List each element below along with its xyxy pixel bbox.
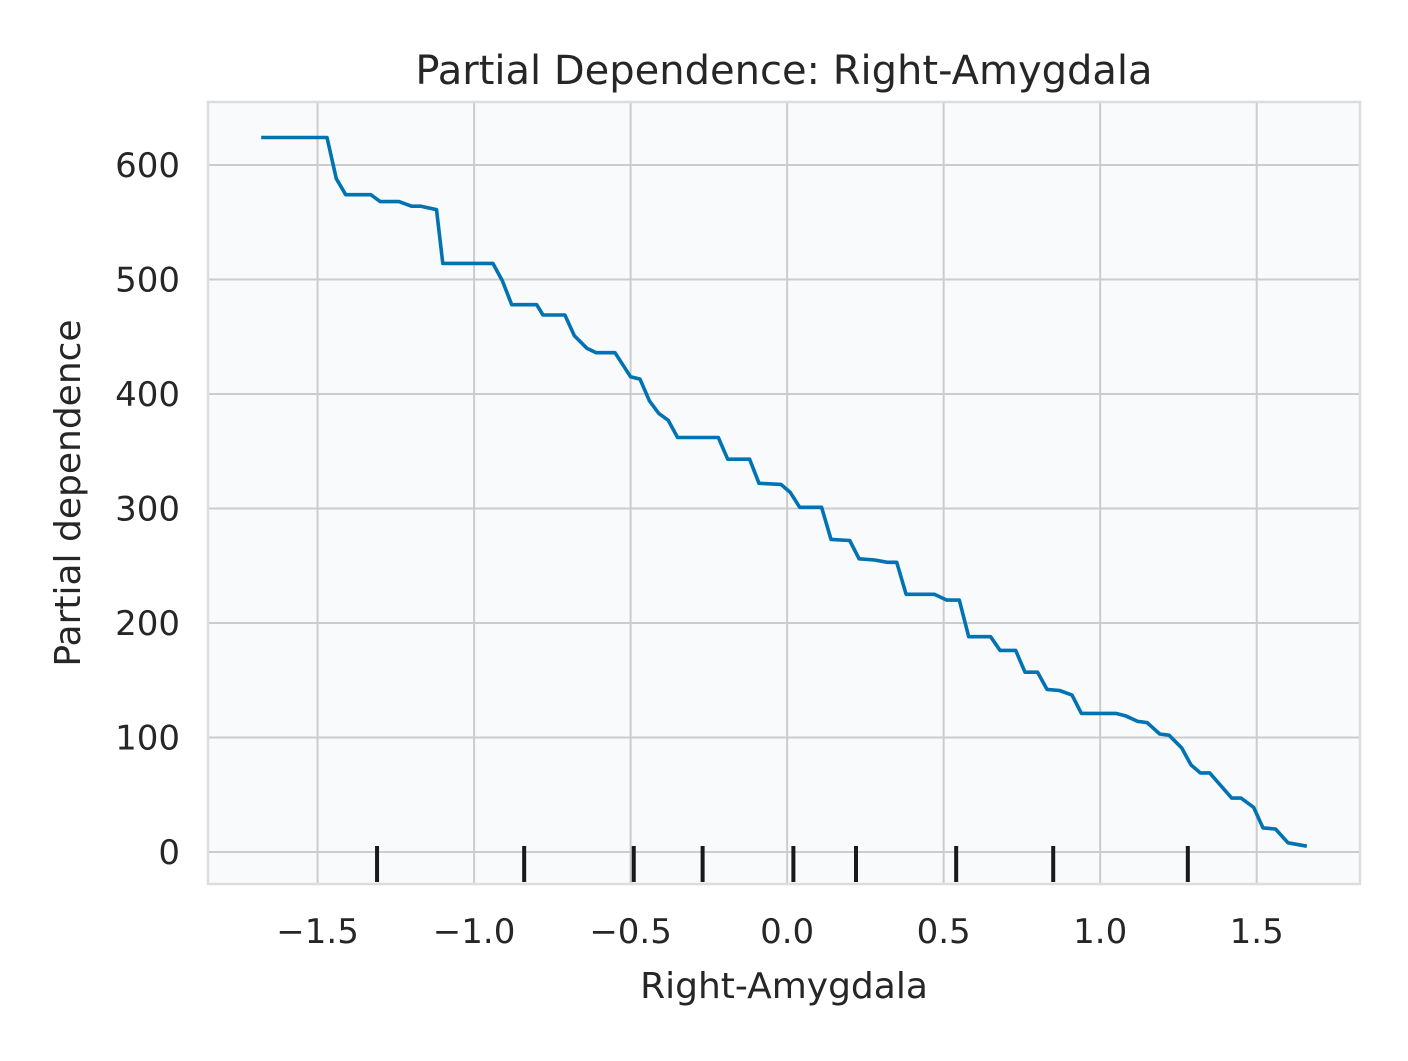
plot-area	[208, 102, 1360, 884]
y-tick-labels: 0 100 200 300 400 500 600	[115, 146, 180, 873]
grid	[208, 102, 1360, 884]
x-tick-label: 1.0	[1073, 912, 1127, 952]
x-tick-label: 0.0	[760, 912, 814, 952]
y-axis-label: Partial dependence	[48, 319, 89, 666]
series-line	[261, 135, 1308, 848]
x-axis-label: Right-Amygdala	[640, 966, 928, 1007]
x-tick-label: 0.5	[917, 912, 971, 952]
plot-frame	[206, 100, 1362, 886]
y-tick-label: 200	[115, 604, 180, 644]
x-tick-label: −1.0	[433, 912, 516, 952]
chart-title: Partial Dependence: Right-Amygdala	[415, 48, 1152, 94]
rug-marks	[375, 846, 1190, 882]
y-tick-label: 500	[115, 260, 180, 300]
x-tick-label: −0.5	[589, 912, 672, 952]
y-tick-label: 100	[115, 718, 180, 758]
y-tick-label: 600	[115, 146, 180, 186]
x-tick-label: 1.5	[1230, 912, 1284, 952]
y-tick-label: 0	[158, 833, 180, 873]
x-tick-label: −1.5	[276, 912, 359, 952]
y-tick-label: 400	[115, 375, 180, 415]
x-tick-labels: −1.5 −1.0 −0.5 0.0 0.5 1.0 1.5	[276, 912, 1283, 952]
y-tick-label: 300	[115, 489, 180, 529]
